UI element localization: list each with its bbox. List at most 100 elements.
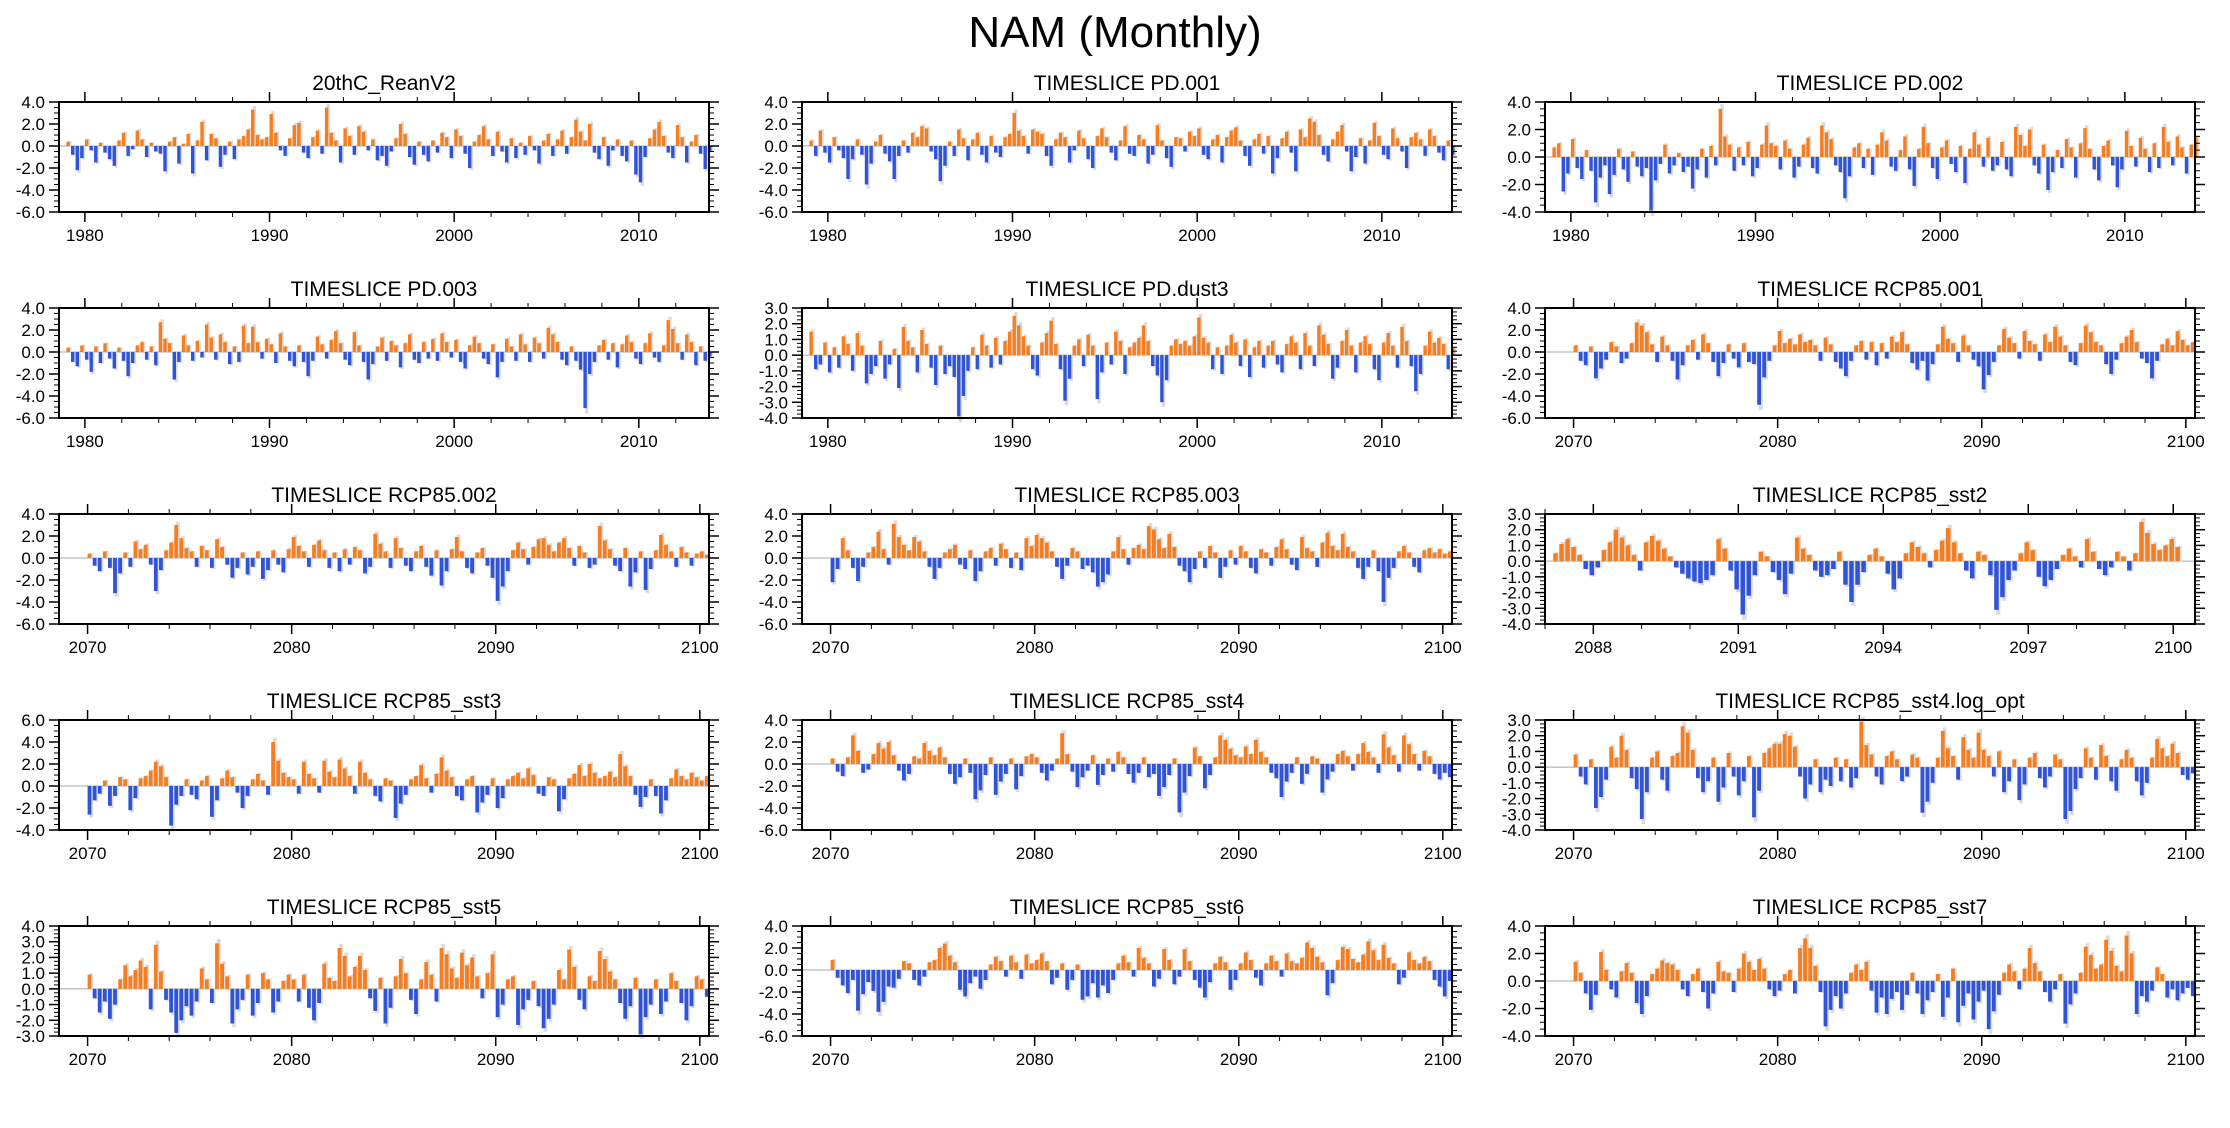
y-tick-label: -4.0 <box>16 387 45 406</box>
y-tick-label: -2.0 <box>16 571 45 590</box>
y-tick-label: -4.0 <box>1502 203 1531 222</box>
x-tick-label: 2080 <box>273 638 311 657</box>
y-tick-label: -2.0 <box>759 159 788 178</box>
x-tick-label: 1980 <box>1552 226 1590 245</box>
y-tick-label: -2.0 <box>1502 1000 1531 1019</box>
x-tick-label: 1980 <box>809 226 847 245</box>
bar-shadow-layer <box>89 738 710 830</box>
x-tick-label: 2010 <box>620 226 658 245</box>
y-tick-label: -4.0 <box>759 409 788 428</box>
bar-shadow-layer <box>1555 518 2182 620</box>
y-tick-label: 2.0 <box>1507 121 1531 140</box>
y-tick-label: 2.0 <box>21 527 45 546</box>
subplot-title: TIMESLICE RCP85.001 <box>1757 278 1982 301</box>
y-tick-label: -2.0 <box>759 571 788 590</box>
y-tick-label: -6.0 <box>759 615 788 634</box>
y-tick-label: 4.0 <box>764 711 788 730</box>
y-tick-label: 4.0 <box>21 93 45 112</box>
subplot-title: TIMESLICE RCP85_sst5 <box>267 896 502 919</box>
x-tick-label: 2091 <box>1719 638 1757 657</box>
x-tick-label: 2000 <box>1178 432 1216 451</box>
subplot-title: TIMESLICE RCP85_sst2 <box>1753 484 1988 507</box>
x-tick-label: 2000 <box>1178 226 1216 245</box>
x-tick-label: 2070 <box>812 638 850 657</box>
x-tick-label: 2070 <box>812 1050 850 1069</box>
subplot-title: TIMESLICE PD.003 <box>291 278 478 301</box>
x-tick-label: 2010 <box>1363 432 1401 451</box>
x-tick-label: 2090 <box>1220 844 1258 863</box>
x-tick-label: 2070 <box>1555 844 1593 863</box>
y-tick-label: 4.0 <box>21 505 45 524</box>
y-tick-label: -4.0 <box>759 593 788 612</box>
y-tick-label: -4.0 <box>1502 615 1531 634</box>
x-tick-label: 2088 <box>1574 638 1612 657</box>
page-title: NAM (Monthly) <box>0 8 2230 58</box>
subplot-title: TIMESLICE RCP85.003 <box>1014 484 1239 507</box>
x-tick-label: 2080 <box>1016 638 1054 657</box>
y-tick-label: -4.0 <box>1502 387 1531 406</box>
x-tick-label: 2100 <box>1424 1050 1462 1069</box>
x-tick-label: 2070 <box>69 1050 107 1069</box>
y-tick-label: -2.0 <box>1502 176 1531 195</box>
y-tick-label: -4.0 <box>759 1005 788 1024</box>
y-tick-label: 0.0 <box>21 549 45 568</box>
y-tick-label: 0.0 <box>21 343 45 362</box>
y-tick-label: -6.0 <box>1502 409 1531 428</box>
y-tick-label: -4.0 <box>1502 1027 1531 1046</box>
y-tick-label: -2.0 <box>759 777 788 796</box>
subplot-title: TIMESLICE PD.001 <box>1034 72 1221 95</box>
y-tick-label: -6.0 <box>16 615 45 634</box>
y-tick-label: 0.0 <box>764 755 788 774</box>
x-tick-label: 2100 <box>2154 638 2192 657</box>
x-tick-label: 2100 <box>2167 844 2205 863</box>
y-tick-label: 4.0 <box>764 917 788 936</box>
x-tick-label: 1990 <box>994 226 1032 245</box>
y-tick-label: 0.0 <box>764 137 788 156</box>
y-tick-label: 4.0 <box>764 93 788 112</box>
y-tick-label: 4.0 <box>21 299 45 318</box>
x-tick-label: 2070 <box>812 844 850 863</box>
y-tick-label: 2.0 <box>1507 321 1531 340</box>
y-tick-label: -4.0 <box>759 799 788 818</box>
y-tick-label: 0.0 <box>764 549 788 568</box>
bar-shadow-layer <box>1575 319 2196 410</box>
y-tick-label: -4.0 <box>16 181 45 200</box>
x-tick-label: 1980 <box>66 226 104 245</box>
y-tick-label: 0.0 <box>1507 972 1531 991</box>
x-tick-label: 2010 <box>1363 226 1401 245</box>
y-tick-label: 2.0 <box>764 527 788 546</box>
y-tick-label: 4.0 <box>21 733 45 752</box>
y-tick-label: -4.0 <box>759 181 788 200</box>
y-tick-label: -4.0 <box>16 593 45 612</box>
x-tick-label: 2010 <box>620 432 658 451</box>
x-tick-label: 2070 <box>1555 432 1593 451</box>
x-tick-label: 2090 <box>1963 1050 2001 1069</box>
y-tick-label: 0.0 <box>21 137 45 156</box>
subplot-title: TIMESLICE RCP85_sst3 <box>267 690 502 713</box>
bar-shadow-layer <box>89 522 710 606</box>
y-tick-label: -6.0 <box>16 409 45 428</box>
y-tick-label: -6.0 <box>759 1027 788 1046</box>
y-tick-label: 2.0 <box>21 321 45 340</box>
x-tick-label: 2100 <box>681 638 719 657</box>
x-tick-label: 2070 <box>69 844 107 863</box>
x-tick-label: 2000 <box>435 432 473 451</box>
